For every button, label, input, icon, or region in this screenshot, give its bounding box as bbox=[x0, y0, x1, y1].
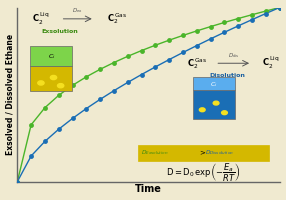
X-axis label: Time: Time bbox=[135, 184, 162, 194]
Text: $D_{\rm ex}$: $D_{\rm ex}$ bbox=[72, 6, 82, 15]
Bar bbox=[30, 46, 72, 66]
Y-axis label: Exsolved / Dissolved Ethane: Exsolved / Dissolved Ethane bbox=[5, 34, 15, 155]
Bar bbox=[193, 90, 235, 119]
Text: $\mathbf{C}_2^{\,\rm Liq}$: $\mathbf{C}_2^{\,\rm Liq}$ bbox=[262, 55, 279, 71]
Text: $>$: $>$ bbox=[198, 149, 206, 157]
Text: $\mathrm{D} = \mathrm{D}_0\,\exp\!\left(-\dfrac{E_a}{RT}\right)$: $\mathrm{D} = \mathrm{D}_0\,\exp\!\left(… bbox=[166, 162, 241, 184]
Text: $C_i$: $C_i$ bbox=[48, 52, 55, 61]
Text: $\mathbf{C}_2^{\,\rm Liq}$: $\mathbf{C}_2^{\,\rm Liq}$ bbox=[32, 11, 49, 27]
Circle shape bbox=[213, 101, 219, 105]
Bar bbox=[138, 145, 269, 161]
Text: Disolution: Disolution bbox=[209, 73, 245, 78]
Circle shape bbox=[57, 84, 64, 88]
Bar bbox=[193, 77, 235, 90]
Text: $\mathbf{C}_2^{\,\rm Gas}$: $\mathbf{C}_2^{\,\rm Gas}$ bbox=[187, 56, 207, 71]
Text: $C_i$: $C_i$ bbox=[210, 80, 218, 89]
Text: $\mathbf{C}_2^{\,\rm Gas}$: $\mathbf{C}_2^{\,\rm Gas}$ bbox=[107, 11, 127, 26]
Text: $D_{\rm dis}$: $D_{\rm dis}$ bbox=[228, 51, 239, 60]
Text: $D_{\mathit{Exsolution}}$: $D_{\mathit{Exsolution}}$ bbox=[141, 148, 168, 157]
Circle shape bbox=[50, 75, 57, 80]
Bar bbox=[30, 66, 72, 91]
Circle shape bbox=[222, 111, 227, 115]
Circle shape bbox=[38, 81, 44, 85]
Text: $D_{\mathit{Dissolution}}$: $D_{\mathit{Dissolution}}$ bbox=[205, 148, 234, 157]
Text: Exsolution: Exsolution bbox=[41, 29, 78, 34]
Circle shape bbox=[199, 108, 205, 112]
